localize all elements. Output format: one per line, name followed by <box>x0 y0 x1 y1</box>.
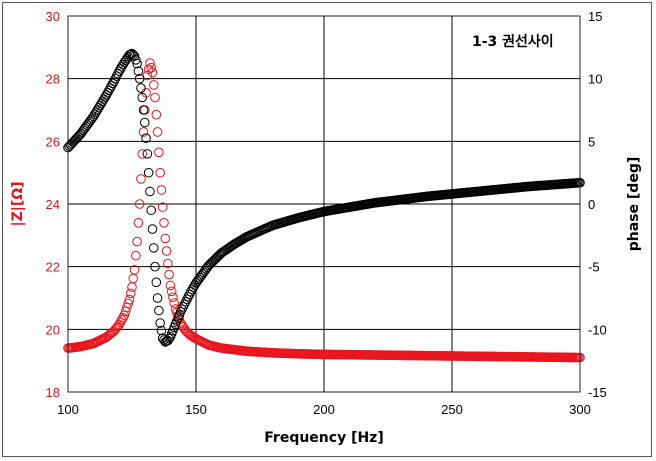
plot-area-border <box>67 15 581 393</box>
y-right-tick-label: -10 <box>588 322 607 337</box>
data-point <box>148 243 159 253</box>
series-phase <box>63 48 585 347</box>
x-tick-label: 300 <box>569 402 591 417</box>
data-point <box>138 127 149 137</box>
y-left-tick-label: 30 <box>46 9 60 24</box>
y-right-tick-label: 15 <box>588 9 602 24</box>
data-point <box>116 315 127 325</box>
data-point <box>154 147 164 158</box>
tick-labels: 18 20 22 24 26 28 30 -15 -10 -5 0 5 10 15 100 150 200 250… <box>46 9 607 417</box>
data-point <box>152 127 163 137</box>
data-point <box>110 73 121 84</box>
x-tick-label: 150 <box>185 402 207 417</box>
y-axis-right-label: phase [deg] <box>626 157 642 251</box>
data-point <box>154 305 164 316</box>
data-point <box>111 71 122 81</box>
data-point <box>157 202 168 212</box>
data-point <box>143 167 154 178</box>
data-point <box>134 199 145 209</box>
data-point <box>137 149 148 159</box>
data-point <box>109 76 119 86</box>
data-point <box>164 333 174 344</box>
x-axis-label: Frequency [Hz] <box>264 430 383 446</box>
data-point <box>155 318 165 328</box>
data-point <box>166 286 177 297</box>
data-point <box>183 291 194 302</box>
data-point <box>178 301 188 312</box>
data-point <box>150 92 160 103</box>
data-point <box>145 186 155 197</box>
data-point <box>136 174 146 184</box>
data-point <box>159 335 169 345</box>
y-right-tick-label: -15 <box>588 385 607 400</box>
data-point <box>150 261 160 272</box>
x-tick-label: 250 <box>441 402 463 417</box>
y-right-tick-label: -5 <box>588 260 600 275</box>
y-right-tick-label: 10 <box>588 72 602 87</box>
data-point <box>134 73 145 84</box>
y-axis-left-label: |Z|[Ω] <box>10 181 26 226</box>
data-point <box>177 304 187 315</box>
data-point <box>131 55 141 65</box>
data-point <box>164 269 174 280</box>
data-point <box>132 236 142 247</box>
data-point <box>156 185 167 195</box>
data-point <box>127 282 137 292</box>
y-left-tick-label: 18 <box>46 385 60 400</box>
y-left-tick-label: 28 <box>46 72 60 87</box>
data-point <box>142 149 153 159</box>
data-point <box>148 80 159 90</box>
data-point <box>161 246 172 256</box>
data-point <box>133 66 144 76</box>
data-point <box>136 83 146 93</box>
data-point <box>168 292 178 303</box>
data-point <box>141 133 151 143</box>
data-point <box>169 298 180 308</box>
data-point <box>128 273 139 284</box>
data-point <box>118 312 128 323</box>
chart-frame <box>2 2 652 457</box>
y-left-tick-label: 20 <box>46 322 60 337</box>
data-point <box>151 109 162 120</box>
data-point <box>175 306 186 317</box>
data-point <box>129 265 140 275</box>
data-point <box>180 296 191 307</box>
data-point <box>151 277 162 288</box>
data-point <box>132 58 142 69</box>
data-point <box>160 233 171 244</box>
y-left-tick-label: 24 <box>46 197 60 212</box>
data-point <box>140 117 150 128</box>
data-point <box>147 224 158 234</box>
data-point <box>182 294 192 305</box>
data-point <box>108 78 118 89</box>
data-point <box>146 205 156 216</box>
data-point <box>156 325 167 336</box>
data-point <box>137 92 148 103</box>
y-left-tick-label: 26 <box>46 134 60 149</box>
y-left-tick-label: 22 <box>46 260 60 275</box>
data-point <box>124 294 135 305</box>
data-point <box>165 280 176 291</box>
chart-annotation: 1-3 권선사이 <box>472 33 554 50</box>
data-point <box>138 105 149 115</box>
data-point <box>133 218 144 228</box>
data-point <box>152 293 163 303</box>
data-point <box>123 298 133 309</box>
data-point <box>163 258 173 269</box>
data-point <box>155 167 165 178</box>
data-point <box>125 288 136 299</box>
x-tick-label: 100 <box>57 402 79 417</box>
y-right-tick-label: 5 <box>588 134 595 149</box>
y-right-tick-label: 0 <box>588 197 595 212</box>
data-point <box>146 62 156 73</box>
data-point <box>131 250 141 261</box>
x-tick-label: 200 <box>313 402 335 417</box>
data-point <box>145 58 155 68</box>
data-point <box>179 299 190 310</box>
data-point <box>147 67 158 78</box>
series-impedance <box>63 58 585 363</box>
data-point <box>128 50 139 60</box>
data-point <box>159 218 169 228</box>
